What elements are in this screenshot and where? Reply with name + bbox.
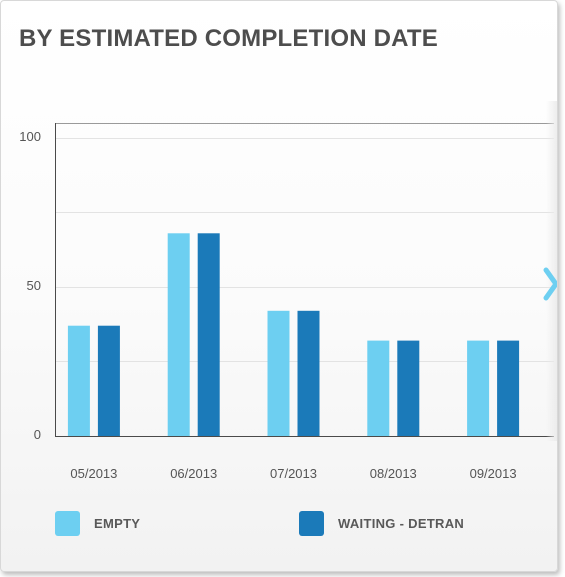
next-page-button[interactable] xyxy=(537,256,557,312)
y-tick-label: 0 xyxy=(34,427,41,442)
chart-title: BY ESTIMATED COMPLETION DATE xyxy=(19,25,438,52)
legend-item-waiting-detran[interactable]: WAITING - DETRAN xyxy=(299,510,464,536)
bar-waiting-detran xyxy=(297,310,320,436)
legend-label-empty: EMPTY xyxy=(94,515,141,531)
y-tick-label: 100 xyxy=(19,129,41,144)
bar-waiting-detran xyxy=(397,340,420,436)
x-tick-label: 06/2013 xyxy=(170,466,217,481)
x-tick-label: 09/2013 xyxy=(470,466,517,481)
bar-waiting-detran xyxy=(497,340,520,436)
scroll-fade xyxy=(546,101,557,441)
x-tick-label: 08/2013 xyxy=(370,466,417,481)
legend-label-waiting-detran: WAITING - DETRAN xyxy=(338,515,465,531)
x-tick-label: 07/2013 xyxy=(270,466,317,481)
bar-empty xyxy=(167,233,190,436)
bar-waiting-detran xyxy=(97,325,120,436)
legend-swatch-empty xyxy=(55,510,80,536)
legend-swatch-waiting-detran xyxy=(299,510,324,536)
bar-empty xyxy=(467,340,490,436)
y-tick-label: 50 xyxy=(27,278,41,293)
bar-empty xyxy=(67,325,90,436)
x-tick-label: 05/2013 xyxy=(70,466,117,481)
bar-chart: 0 50 100 05/2013 06/2013 07/2013 08/2013 09/201… xyxy=(19,123,554,481)
chevron-right-icon xyxy=(543,267,557,301)
bar-empty xyxy=(267,310,290,436)
bar-empty xyxy=(367,340,390,436)
legend-item-empty[interactable]: EMPTY xyxy=(55,510,140,536)
bar-waiting-detran xyxy=(197,233,220,436)
chart-card: BY ESTIMATED COMPLETION DATE 0 50 100 05/20… xyxy=(0,0,558,572)
